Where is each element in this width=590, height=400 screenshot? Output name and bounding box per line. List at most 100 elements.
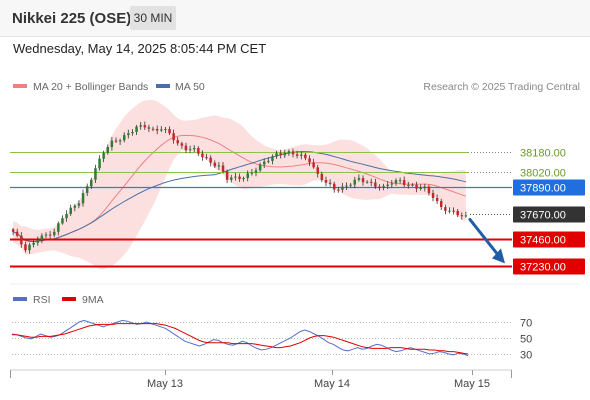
candle-body [77,203,81,206]
candle-body [374,182,377,187]
candle-body [69,207,72,214]
candle-body [419,188,422,189]
candle-body [271,156,274,161]
candle-body [370,181,373,183]
bollinger-band-fill [13,100,466,270]
candle-body [131,132,134,134]
candle-body [61,218,64,224]
candle-body [48,234,52,236]
candle-body [168,129,171,134]
candle-body [448,210,451,212]
candle-body [110,140,114,147]
candle-body [44,234,48,236]
candle-body [312,162,315,168]
candle-body [184,145,188,151]
candle-body [440,201,443,208]
candle-body [349,184,352,186]
level-label-4: 37460.00 [520,235,566,247]
candle-body [81,193,85,204]
candle-body [283,153,287,156]
candle-body [345,185,348,187]
rsi-legend-swatch [13,297,27,301]
candle-body [197,148,200,154]
candle-body [411,184,414,186]
candle-body [160,129,163,131]
candle-body [36,240,39,243]
moving-averages [12,134,467,243]
level-label-0: 38180.00 [520,148,566,160]
candle-body [102,152,105,159]
candle-body [316,167,319,174]
candle-body [365,181,369,183]
candle-body [53,231,56,236]
candle-body [279,153,282,156]
candle-body [238,176,241,179]
candle-body [320,173,324,180]
candle-body [386,184,389,186]
level-label-3: 37670.00 [520,210,566,222]
candle-body [398,180,402,182]
interval-button[interactable]: 30 MIN [130,6,176,30]
candle-body [308,158,311,163]
candle-body [452,210,455,212]
candle-body [201,153,204,158]
candle-body [28,244,31,251]
instrument-title: Nikkei 225 (OSE) [12,10,132,27]
candle-body [291,151,295,155]
x-axis: May 13 May 14 May 15 [147,370,490,390]
candle-body [172,133,175,141]
forecast-arrow-shaft [468,217,502,259]
candle-body [357,178,361,180]
candle-body [275,153,278,157]
candle-body [258,164,262,171]
candle-body [230,177,233,180]
ma20-legend-label: MA 20 + Bollinger Bands [33,81,148,93]
rsi-tick-label-30: 30 [520,350,532,362]
level-label-box-4 [513,231,585,248]
candle-body [444,207,447,211]
candle-body [193,148,196,150]
candle-body [407,184,410,186]
candle-body [378,186,381,188]
candle-body [267,160,270,162]
candle-body [180,143,184,146]
level-label-5: 37230.00 [520,262,566,274]
x-tick-label: May 15 [454,378,490,390]
candle-body [15,231,19,236]
rsi-ma-line [12,323,469,355]
level-label-1: 38020.00 [520,168,566,180]
candle-body [155,129,159,131]
candle-body [402,180,406,185]
candle-body [300,154,303,156]
candle-body [333,183,336,190]
candle-body [94,168,97,180]
rsi-legend-label: RSI [33,294,51,306]
candle-body [250,172,254,174]
candle-body [394,180,398,184]
level-label-box-2 [513,179,585,196]
ma50-legend-label: MA 50 [175,81,205,93]
candle-body [337,189,340,191]
x-tick-label: May 13 [147,378,183,390]
ma50-line [12,151,467,243]
candle-body [11,229,15,232]
candlesticks [11,121,468,254]
forecast-arrow-head [492,248,505,264]
candle-body [328,182,332,184]
candle-body [460,215,464,217]
candle-body [234,176,237,178]
candle-body [40,235,44,240]
candle-body [382,185,385,188]
title-bar: Nikkei 225 (OSE) 30 MIN [0,0,590,37]
candle-body [431,193,435,198]
candle-body [221,165,225,172]
candle-body [287,151,291,153]
candle-body [263,161,266,165]
candle-body [295,154,299,156]
candle-body [188,149,192,151]
candle-body [135,126,138,132]
candle-body [57,223,60,232]
candle-body [32,242,35,245]
candle-body [361,178,365,183]
rsi-tick-label-50: 50 [520,334,532,346]
